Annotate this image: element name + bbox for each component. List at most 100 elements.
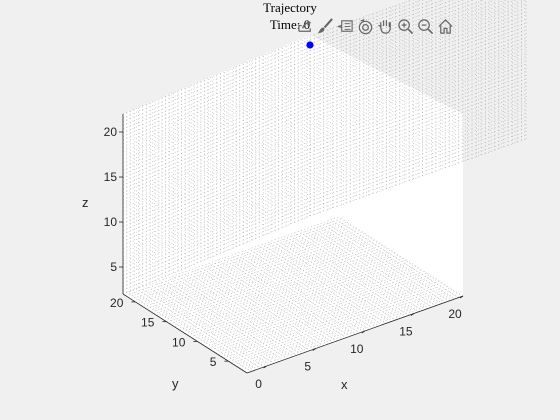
datatip-icon[interactable] [336, 17, 355, 36]
grid-line [334, 218, 459, 298]
grid-line [122, 69, 311, 148]
grid-line [122, 80, 311, 160]
grid-line [230, 255, 356, 335]
grid-line [266, 242, 392, 322]
grid-line [131, 290, 257, 371]
time-label: Time: 0 [269, 17, 311, 32]
grid-line [140, 287, 266, 367]
grid-line [194, 268, 320, 348]
left-wall-yz [123, 35, 310, 294]
grid-line [122, 140, 311, 220]
grid-line [257, 245, 383, 326]
x-axis-line [246, 295, 464, 374]
x-tick [361, 330, 366, 334]
grid-line [122, 122, 311, 201]
grid-line [122, 193, 311, 272]
zoom-out-icon[interactable] [416, 17, 435, 36]
grid-line [122, 144, 311, 223]
grid-line [122, 92, 311, 171]
grid-line [280, 237, 405, 318]
grid-line [122, 73, 311, 152]
z-tick-label: 15 [104, 170, 118, 184]
grid-line [311, 226, 437, 306]
grid-line [253, 247, 378, 327]
grid-line [127, 292, 252, 372]
x-tick-label: 0 [255, 377, 262, 391]
grid-line [122, 178, 311, 257]
grid-line [325, 221, 450, 302]
axes-toolbar [296, 16, 455, 36]
grid-line [122, 58, 311, 137]
grid-line [122, 77, 311, 156]
rotate-3d-icon[interactable] [356, 17, 375, 36]
grid-line [122, 39, 311, 118]
grid-line [181, 272, 306, 353]
x-axis-label: x [341, 377, 348, 392]
zoom-in-icon[interactable] [396, 17, 415, 36]
grid-line [329, 219, 455, 300]
y-tick-label: 15 [141, 316, 155, 330]
grid-line [217, 260, 342, 340]
x-tick-label: 5 [304, 360, 311, 374]
grid-line [122, 118, 311, 197]
grid-line [262, 244, 387, 324]
grid-line [122, 43, 311, 122]
grid-line [167, 277, 293, 358]
grid-line [154, 282, 279, 362]
grid-line [122, 84, 311, 163]
grid-line [122, 189, 311, 268]
brush-icon[interactable] [316, 17, 335, 36]
z-tick-label: 10 [104, 215, 118, 229]
x-tick [263, 365, 267, 369]
grid-line [190, 269, 315, 350]
grid-line [293, 232, 419, 313]
grid-line [122, 65, 311, 145]
grid-line [122, 50, 311, 130]
grid-line [122, 174, 311, 253]
grid-line [122, 197, 311, 276]
grid-line [122, 88, 311, 167]
back-wall-xz [310, 35, 463, 296]
x-tick [410, 313, 415, 316]
x-tick-label: 15 [399, 325, 413, 339]
grid-line [122, 54, 311, 133]
plot-title: Trajectory [263, 0, 317, 15]
grid-line [122, 35, 311, 115]
grid-line [122, 185, 311, 265]
y-axis-line [122, 293, 248, 374]
grid-line [307, 228, 432, 308]
grid-line [122, 47, 311, 126]
x-tick-label: 10 [350, 342, 364, 356]
grid-line [158, 280, 284, 361]
grid-line [122, 129, 311, 208]
grid-line [176, 274, 302, 354]
grid-line [239, 252, 365, 332]
pan-hand-icon[interactable] [376, 17, 395, 36]
grid-line [275, 239, 401, 319]
grid-line [320, 223, 446, 303]
grid-line [212, 261, 338, 342]
grid-line [338, 216, 464, 297]
dotted-grid [122, 0, 527, 374]
z-tick-label: 5 [110, 260, 117, 274]
y-tick-label: 10 [172, 335, 186, 349]
y-tick-label: 20 [110, 296, 124, 310]
grid-line [122, 137, 311, 216]
grid-line [226, 256, 351, 337]
grid-line [122, 167, 311, 246]
home-icon[interactable] [436, 17, 455, 36]
export-icon[interactable] [296, 17, 315, 36]
y-axis-label: y [172, 376, 179, 391]
x-tick-label: 20 [448, 307, 462, 321]
x-tick [312, 348, 316, 351]
grid-line [122, 62, 311, 141]
grid-line [122, 182, 311, 261]
z-tick-label: 20 [104, 125, 118, 139]
trajectory-marker [306, 41, 314, 49]
x-tick [459, 295, 464, 299]
grid-line [289, 234, 414, 314]
y-tick-label: 5 [210, 355, 217, 369]
grid-line [145, 285, 270, 366]
grid-line [122, 170, 311, 250]
